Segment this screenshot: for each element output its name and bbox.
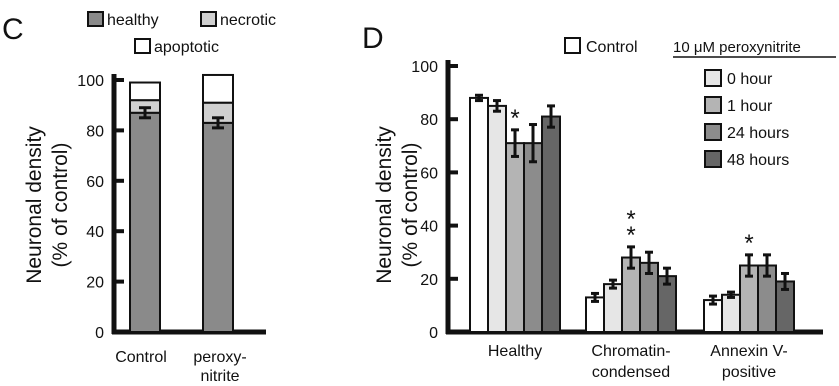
legend-swatch [134, 38, 151, 54]
legend-swatch [87, 11, 104, 27]
y-tick-label: 0 [429, 325, 438, 342]
panel-label: D [362, 22, 384, 55]
y-tick-label: 80 [420, 112, 438, 129]
panel-label: C [2, 13, 24, 46]
legend-label: 48 hours [727, 152, 789, 169]
legend-header: 10 μM peroxynitrite [673, 39, 801, 56]
legend-swatch [200, 11, 217, 27]
bar-healthy [129, 111, 161, 334]
bar-24-hours [523, 142, 543, 333]
x-tick-label: peroxy-nitrite [193, 349, 246, 385]
significance-mark: * [626, 222, 635, 249]
y-tick-label: 0 [95, 325, 104, 342]
legend-label: apoptotic [154, 39, 219, 56]
y-axis-label: Neuronal density (% of control) [373, 126, 422, 284]
legend-label: necrotic [220, 12, 276, 29]
legend-label: 1 hour [727, 98, 773, 115]
legend-label: Control [586, 39, 638, 56]
panel-d: D 0 20 40 60 80 100 Neuronal density (% of contr… [362, 22, 836, 381]
bar-0-hour [721, 293, 741, 334]
legend-swatch [704, 150, 722, 168]
x-tick-label: Healthy [488, 343, 542, 360]
x-tick-label: Control [115, 349, 167, 366]
legend-swatch [704, 123, 722, 141]
y-tick-label: 20 [420, 272, 438, 289]
y-tick-label: 100 [411, 59, 438, 76]
significance-mark: * [510, 105, 519, 132]
legend-label: 0 hour [727, 71, 773, 88]
significance-mark: * [744, 230, 753, 257]
y-axis-label: Neuronal density (% of control) [23, 126, 72, 284]
bar-48-hours [541, 115, 561, 334]
y-tick-label: 40 [420, 219, 438, 236]
x-tick-label: Chromatin-condensed [591, 343, 670, 381]
bar-apoptotic [202, 73, 234, 104]
legend-swatch [704, 69, 722, 87]
bar-healthy [202, 121, 234, 333]
x-tick-label: Annexin V-positive [710, 343, 787, 381]
legend-label: 24 hours [727, 125, 789, 142]
bar-Control [469, 96, 489, 333]
y-tick-label: 20 [86, 275, 104, 292]
bar-0-hour [603, 283, 623, 333]
y-tick-label: 60 [86, 174, 104, 191]
y-tick-label: 60 [420, 165, 438, 182]
bar-0-hour [487, 104, 507, 334]
bar-apoptotic [129, 81, 161, 102]
significance-mark: * [626, 206, 635, 233]
bar-1-hour [505, 142, 525, 333]
y-tick-label: 80 [86, 123, 104, 140]
y-tick-label: 40 [86, 224, 104, 241]
legend-swatch [704, 96, 722, 114]
y-tick-label: 100 [77, 73, 104, 90]
legend-label: healthy [107, 12, 159, 29]
legend-swatch [564, 37, 581, 54]
